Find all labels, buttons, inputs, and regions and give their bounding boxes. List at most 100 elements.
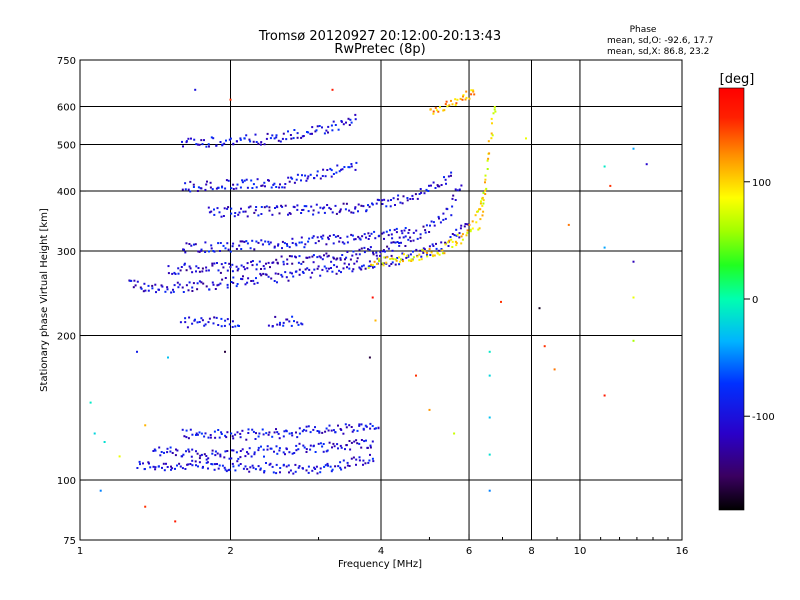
echo-point <box>200 248 203 251</box>
echo-point <box>317 211 320 214</box>
echo-point <box>162 462 165 465</box>
echo-point <box>296 132 299 135</box>
echo-point <box>301 430 304 433</box>
echo-point <box>313 177 315 180</box>
echo-point <box>260 206 263 208</box>
echo-point <box>355 161 358 164</box>
echo-point <box>208 145 210 148</box>
echo-point <box>300 241 303 244</box>
echo-point <box>239 240 242 243</box>
echo-point <box>254 133 257 136</box>
echo-point <box>404 245 407 247</box>
echo-point <box>360 439 363 441</box>
echo-point <box>339 257 342 260</box>
echo-point <box>153 448 156 451</box>
echo-point <box>277 244 279 247</box>
echo-point <box>411 259 414 262</box>
echo-point <box>226 242 229 245</box>
echo-point <box>254 209 257 212</box>
echo-point <box>191 448 194 451</box>
echo-point <box>207 321 210 324</box>
echo-point <box>260 268 262 270</box>
echo-point <box>445 182 447 185</box>
echo-point <box>302 467 304 470</box>
echo-point <box>288 180 291 183</box>
echo-point <box>376 198 379 201</box>
echo-point <box>249 247 252 250</box>
echo-point <box>270 277 273 280</box>
echo-point <box>430 184 432 187</box>
echo-point <box>188 281 191 284</box>
echo-point <box>332 442 335 445</box>
echo-point <box>312 254 315 257</box>
echo-point <box>273 137 276 140</box>
echo-point <box>205 285 208 288</box>
echo-point <box>211 188 214 191</box>
echo-point <box>385 230 388 233</box>
echo-point <box>194 460 197 463</box>
echo-point <box>645 163 648 166</box>
echo-point <box>245 134 248 137</box>
echo-point <box>603 246 606 249</box>
echo-point <box>365 236 367 239</box>
echo-point <box>301 323 304 326</box>
echo-point <box>453 234 456 237</box>
echo-point <box>416 197 419 200</box>
echo-point <box>329 465 332 468</box>
echo-point <box>466 229 469 232</box>
echo-point <box>300 179 302 182</box>
echo-point <box>234 212 237 214</box>
echo-point <box>211 262 214 265</box>
echo-point <box>471 227 474 230</box>
echo-point <box>144 505 147 508</box>
echo-point <box>287 464 290 467</box>
echo-point <box>344 466 347 469</box>
echo-point <box>185 429 188 432</box>
echo-point <box>166 288 169 291</box>
echo-point <box>365 439 367 442</box>
echo-point <box>251 264 254 267</box>
echo-point <box>322 168 325 171</box>
echo-point <box>488 152 491 155</box>
echo-point <box>281 247 283 250</box>
echo-point <box>292 472 295 475</box>
echo-point <box>432 181 435 184</box>
echo-point <box>271 134 274 137</box>
echo-point <box>201 267 204 270</box>
echo-point <box>468 223 471 226</box>
echo-point <box>209 186 212 189</box>
echo-point <box>180 266 183 268</box>
echo-point <box>311 255 314 258</box>
echo-point <box>371 296 374 299</box>
echo-point <box>298 432 301 435</box>
echo-point <box>455 102 458 105</box>
echo-point <box>286 318 289 321</box>
echo-point <box>486 168 489 170</box>
echo-point <box>226 269 229 272</box>
echo-point <box>351 234 354 237</box>
echo-point <box>198 270 201 273</box>
echo-point <box>257 142 260 145</box>
echo-point <box>456 189 459 192</box>
echo-point <box>118 455 121 458</box>
echo-point <box>281 240 284 243</box>
echo-point <box>239 450 242 452</box>
echo-point <box>420 191 423 194</box>
echo-point <box>166 466 169 468</box>
echo-point <box>393 228 396 231</box>
echo-point <box>369 427 372 430</box>
echo-point <box>319 177 322 180</box>
echo-point <box>283 430 286 433</box>
echo-point <box>194 88 197 91</box>
echo-point <box>378 234 381 237</box>
echo-point <box>252 279 255 282</box>
echo-point <box>360 204 363 207</box>
echo-point <box>337 128 340 131</box>
colorbar <box>718 87 745 511</box>
echo-point <box>259 468 262 471</box>
echo-point <box>303 246 306 249</box>
echo-point <box>269 137 272 140</box>
echo-point <box>242 210 245 213</box>
echo-point <box>242 265 245 268</box>
echo-point <box>304 174 307 177</box>
